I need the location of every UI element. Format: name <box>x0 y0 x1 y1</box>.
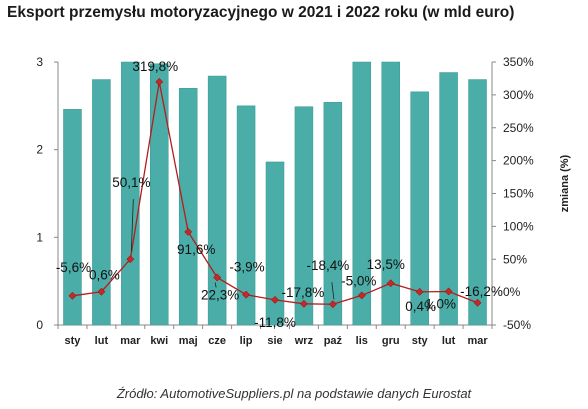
data-label: 22,3% <box>201 287 239 302</box>
axes: 0 1 2 3 -50% 0% 50% 100% 150% 200% 250% 300% 350% zmi… <box>36 55 571 347</box>
line-marker <box>415 287 424 296</box>
data-label: -17,8% <box>282 285 325 300</box>
data-label: -3,9% <box>229 260 264 275</box>
data-label: -11,8% <box>254 315 296 330</box>
right-tick-label: 0% <box>503 285 521 299</box>
label-leader <box>130 199 134 252</box>
right-tick-label: 350% <box>503 55 534 69</box>
left-tick-label: 2 <box>36 143 43 157</box>
bar <box>92 79 111 326</box>
line-marker <box>97 287 106 296</box>
x-tick-label: lip <box>240 335 253 347</box>
bar <box>352 61 372 326</box>
bar <box>468 79 487 326</box>
line-marker <box>126 255 135 264</box>
line-marker <box>328 300 337 309</box>
x-tick-label: wrz <box>294 335 314 347</box>
data-label: 319,8% <box>132 59 178 74</box>
line-marker <box>242 290 251 299</box>
chart: 0 1 2 3 -50% 0% 50% 100% 150% 200% 250% 300% 350% zmi… <box>36 55 571 347</box>
right-tick-label: 150% <box>503 187 534 201</box>
x-tick-label: lut <box>95 335 109 347</box>
x-tick-label: sty <box>412 335 429 347</box>
x-tick-label: mar <box>120 335 141 347</box>
right-tick-label: -50% <box>503 318 531 332</box>
left-tick-label: 3 <box>36 55 43 69</box>
data-labels: -5,6%0,6% 50,1% 319,8% 91,6% 22,3% -3,9% -11,8… <box>56 59 503 330</box>
right-tick-label: 300% <box>503 88 534 102</box>
data-label: 0,4% <box>405 299 436 314</box>
line-marker <box>386 279 395 288</box>
line-marker <box>155 77 164 86</box>
data-label: 50,1% <box>112 175 150 190</box>
data-label: -16,2% <box>460 284 503 299</box>
bar <box>178 88 198 326</box>
label-leader <box>331 282 335 300</box>
bar <box>207 75 227 326</box>
bar <box>265 161 285 326</box>
line-marker <box>184 227 193 236</box>
bar <box>236 105 256 326</box>
right-tick-label: 50% <box>503 252 527 266</box>
right-tick-label: 250% <box>503 121 534 135</box>
x-tick-label: paź <box>324 335 343 347</box>
bar <box>410 91 429 326</box>
data-label: -5,0% <box>341 273 376 288</box>
line-marker <box>473 298 482 307</box>
bar <box>294 106 314 326</box>
bars <box>63 61 487 326</box>
x-tick-label: sie <box>267 335 282 347</box>
x-tick-label: kwi <box>150 335 168 347</box>
change-line <box>68 77 482 309</box>
bar <box>121 61 140 326</box>
bar <box>439 72 458 326</box>
data-label: -5,6% <box>56 260 91 275</box>
x-tick-label: cze <box>208 335 226 347</box>
data-label: 1,0% <box>425 296 456 311</box>
bar <box>381 61 400 326</box>
line-marker <box>444 287 453 296</box>
line-marker <box>299 299 308 308</box>
line-marker <box>213 273 222 282</box>
x-tick-label: maj <box>179 335 198 347</box>
x-tick-label: mar <box>467 335 488 347</box>
right-tick-label: 100% <box>503 219 534 233</box>
data-label: -18,4% <box>306 258 349 273</box>
line-marker <box>68 291 77 300</box>
source-note: Źródło: AutomotiveSuppliers.pl na podsta… <box>116 386 472 401</box>
left-tick-label: 1 <box>36 230 43 244</box>
line-marker <box>271 295 279 304</box>
bar <box>323 102 343 326</box>
line-marker <box>357 291 366 300</box>
right-tick-label: 200% <box>503 154 534 168</box>
bar <box>63 109 82 326</box>
x-tick-label: lut <box>442 335 456 347</box>
data-label: 91,6% <box>177 242 215 257</box>
data-label: 0,6% <box>89 268 120 283</box>
left-tick-label: 0 <box>36 318 43 332</box>
x-tick-label: gru <box>382 335 400 347</box>
label-leader <box>214 282 217 288</box>
right-axis-label: zmiana (%) <box>559 154 571 212</box>
bar <box>150 63 169 326</box>
x-tick-label: lis <box>356 335 368 347</box>
chart-title: Eksport przemysłu motoryzacyjnego w 2021… <box>7 4 515 21</box>
x-tick-label: sty <box>65 335 82 347</box>
data-label: 13,5% <box>367 257 405 272</box>
